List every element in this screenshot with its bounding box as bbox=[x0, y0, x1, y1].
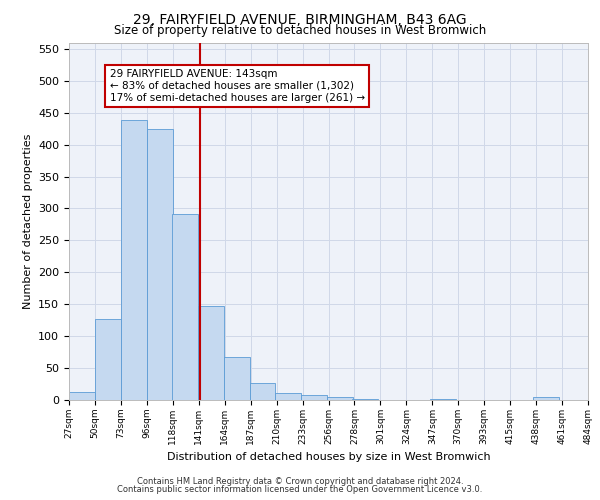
Bar bbox=[533, 397, 559, 400]
Y-axis label: Number of detached properties: Number of detached properties bbox=[23, 134, 32, 309]
Bar bbox=[301, 395, 328, 400]
Text: 29, FAIRYFIELD AVENUE, BIRMINGHAM, B43 6AG: 29, FAIRYFIELD AVENUE, BIRMINGHAM, B43 6… bbox=[133, 12, 467, 26]
Bar bbox=[95, 319, 121, 400]
Bar bbox=[328, 397, 353, 400]
Text: Contains HM Land Registry data © Crown copyright and database right 2024.: Contains HM Land Registry data © Crown c… bbox=[137, 477, 463, 486]
Bar bbox=[275, 393, 301, 400]
Bar bbox=[121, 120, 147, 400]
Bar bbox=[250, 383, 275, 400]
X-axis label: Distribution of detached houses by size in West Bromwich: Distribution of detached houses by size … bbox=[167, 452, 490, 462]
Text: 29 FAIRYFIELD AVENUE: 143sqm
← 83% of detached houses are smaller (1,302)
17% of: 29 FAIRYFIELD AVENUE: 143sqm ← 83% of de… bbox=[110, 70, 365, 102]
Bar bbox=[197, 306, 224, 400]
Bar bbox=[69, 392, 95, 400]
Text: Size of property relative to detached houses in West Bromwich: Size of property relative to detached ho… bbox=[114, 24, 486, 37]
Bar bbox=[147, 128, 173, 400]
Bar bbox=[172, 214, 197, 400]
Bar bbox=[224, 356, 250, 400]
Text: Contains public sector information licensed under the Open Government Licence v3: Contains public sector information licen… bbox=[118, 485, 482, 494]
